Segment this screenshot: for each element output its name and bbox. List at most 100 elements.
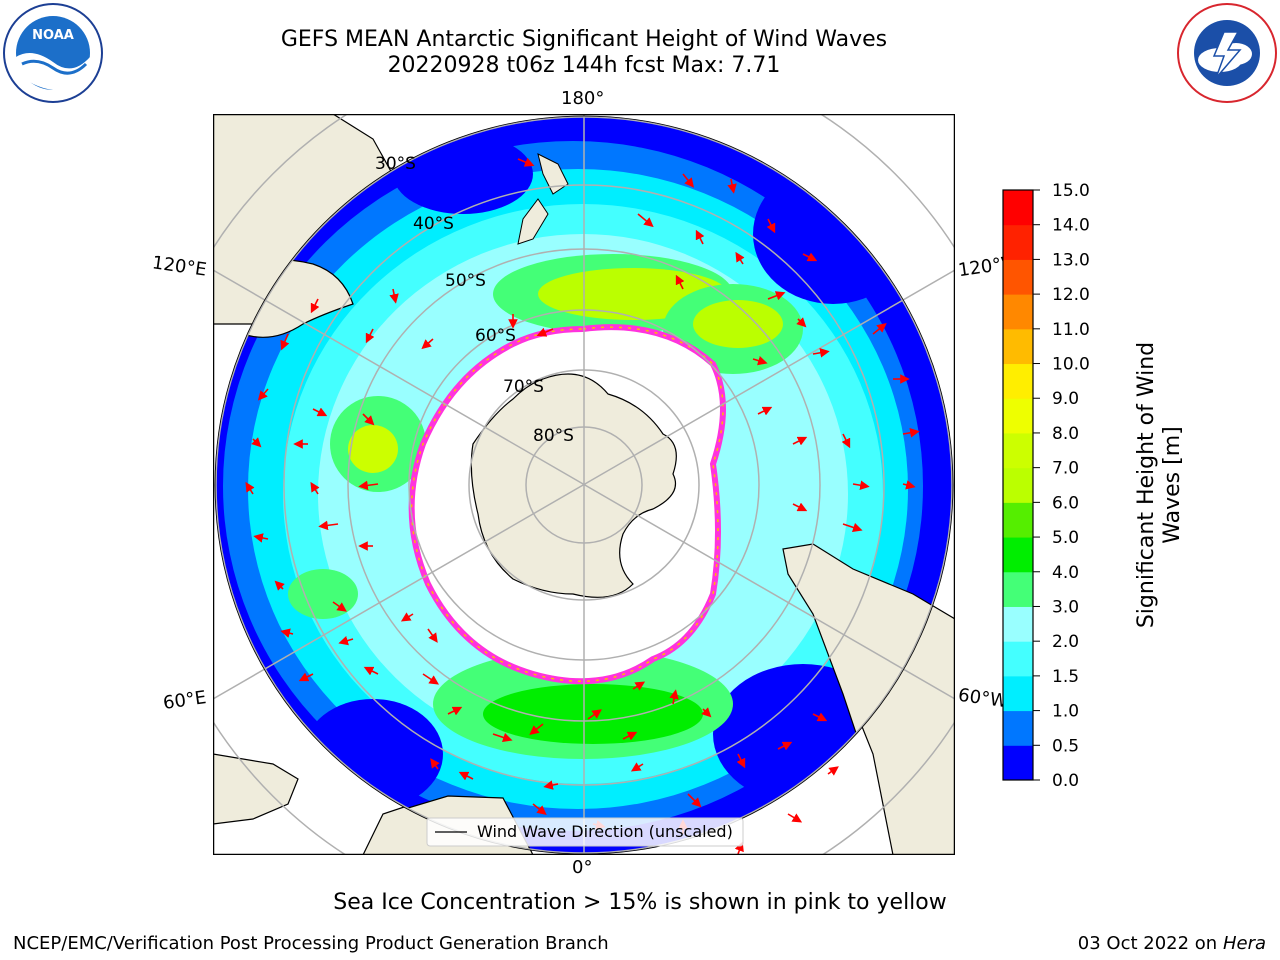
colorbar-tick-label: 10.0 [1052, 355, 1090, 375]
latitude-labels: 30°S 40°S 50°S 60°S 70°S 80°S [375, 154, 574, 446]
arrow [695, 229, 705, 245]
arrow [427, 628, 438, 643]
arrow [766, 218, 776, 234]
colorbar-tick-label: 15.0 [1052, 181, 1090, 201]
nws-logo [1177, 3, 1277, 103]
colorbar-swatch [1003, 571, 1033, 607]
arrow [841, 433, 851, 449]
arrow [902, 480, 916, 490]
colorbar-swatch [1003, 502, 1033, 538]
arrow [842, 522, 863, 533]
polar-map: 30°S 40°S 50°S 60°S 70°S 80°S Wind Wave … [213, 114, 955, 855]
arrow [312, 407, 328, 417]
arrow [257, 388, 269, 401]
lon-label-60e: 60°E [161, 687, 208, 714]
colorbar-swatch [1003, 745, 1033, 781]
arrow [637, 213, 654, 228]
arrow [517, 157, 535, 167]
arrow [792, 502, 808, 512]
arrow [777, 741, 793, 751]
arrow [872, 323, 887, 335]
arrow [792, 436, 808, 446]
footer-date: 03 Oct 2022 on Hera [1078, 933, 1266, 954]
colorbar-label-line1: Significant Height of Wind [1134, 342, 1159, 628]
arrow [630, 762, 644, 772]
colorbar-tick-label: 8.0 [1052, 424, 1079, 444]
colorbar-tick-label: 1.5 [1052, 667, 1079, 687]
colorbar-swatch [1003, 432, 1033, 469]
wave-direction-arrows [245, 157, 920, 855]
lat-label-30: 30°S [375, 154, 416, 174]
colorbar-swatch [1003, 294, 1033, 330]
lon-label-180: 180° [561, 88, 605, 109]
colorbar-tick-label: 9.0 [1052, 389, 1079, 409]
arrow [736, 753, 746, 769]
arrow [727, 178, 737, 194]
graticule [213, 114, 955, 855]
arrow [675, 274, 685, 290]
arrow [812, 712, 828, 722]
arrow [752, 356, 768, 366]
colorbar-swatch [1003, 190, 1033, 226]
arrow [430, 758, 440, 770]
footer-credit: NCEP/EMC/Verification Post Processing Pr… [13, 933, 609, 954]
lat-label-50: 50°S [445, 271, 486, 291]
arrow [318, 520, 339, 531]
arrow [701, 707, 712, 718]
svg-text:NOAA: NOAA [32, 28, 74, 43]
arrow [280, 628, 294, 638]
colorbar-tick-label: 3.0 [1052, 597, 1079, 617]
arrow [389, 288, 399, 304]
arrow [422, 673, 439, 685]
colorbar-tick-label: 2.0 [1052, 632, 1079, 652]
colorbar-swatch [1003, 606, 1033, 642]
arrow [787, 813, 803, 823]
footer-date-text: 03 Oct 2022 on [1077, 933, 1223, 954]
colorbar-tick-label: 7.0 [1052, 459, 1079, 479]
lat-label-40: 40°S [413, 214, 454, 234]
sea-ice-caption: Sea Ice Concentration > 15% is shown in … [333, 890, 947, 915]
colorbar-swatch [1003, 537, 1033, 573]
arrow [669, 689, 679, 705]
arrow [735, 251, 745, 265]
arrow [757, 406, 773, 416]
arrow [358, 480, 379, 491]
colorbar-tick-label: 1.0 [1052, 702, 1079, 722]
arrow [421, 338, 434, 350]
lon-label-0: 0° [572, 857, 593, 878]
arrow [632, 681, 646, 691]
colorbar-swatch [1003, 363, 1033, 399]
arrow [852, 480, 870, 490]
arrow [338, 636, 354, 646]
arrow [682, 173, 694, 188]
arrow [529, 723, 544, 735]
arrow [802, 252, 818, 262]
arrow [332, 601, 347, 612]
arrow [310, 298, 320, 314]
colorbar-tick-label: 14.0 [1052, 216, 1090, 236]
colorbar-swatch [1003, 224, 1033, 260]
arrow [245, 481, 255, 495]
colorbar-swatch [1003, 675, 1033, 712]
colorbar-swatch [1003, 710, 1033, 746]
colorbar-swatch [1003, 467, 1033, 503]
chart-subtitle: 20220928 t06z 144h fcst Max: 7.71 [387, 53, 781, 78]
arrow [274, 580, 285, 591]
chart-title: GEFS MEAN Antarctic Significant Height o… [280, 27, 888, 52]
arrow [767, 291, 786, 301]
arrow [400, 612, 414, 622]
colorbar-tick-label: 0.5 [1052, 736, 1079, 756]
colorbar-swatch [1003, 328, 1033, 365]
colorbar: 0.0 0.5 1.0 1.5 2.0 3.0 4.0 5.0 6.0 7.0 8.0 9.0 10.0… [1002, 181, 1185, 791]
lat-label-60: 60°S [475, 326, 516, 346]
arrow [253, 533, 269, 543]
colorbar-tick-label: 12.0 [1052, 285, 1090, 305]
arrow [812, 348, 830, 358]
arrow [902, 428, 920, 438]
colorbar-label-line2: Waves [m] [1160, 426, 1185, 543]
lat-label-70: 70°S [503, 377, 544, 397]
arrow [492, 732, 513, 743]
arrow [363, 666, 379, 676]
arrow [687, 793, 702, 808]
footer-machine: Hera [1222, 933, 1266, 954]
